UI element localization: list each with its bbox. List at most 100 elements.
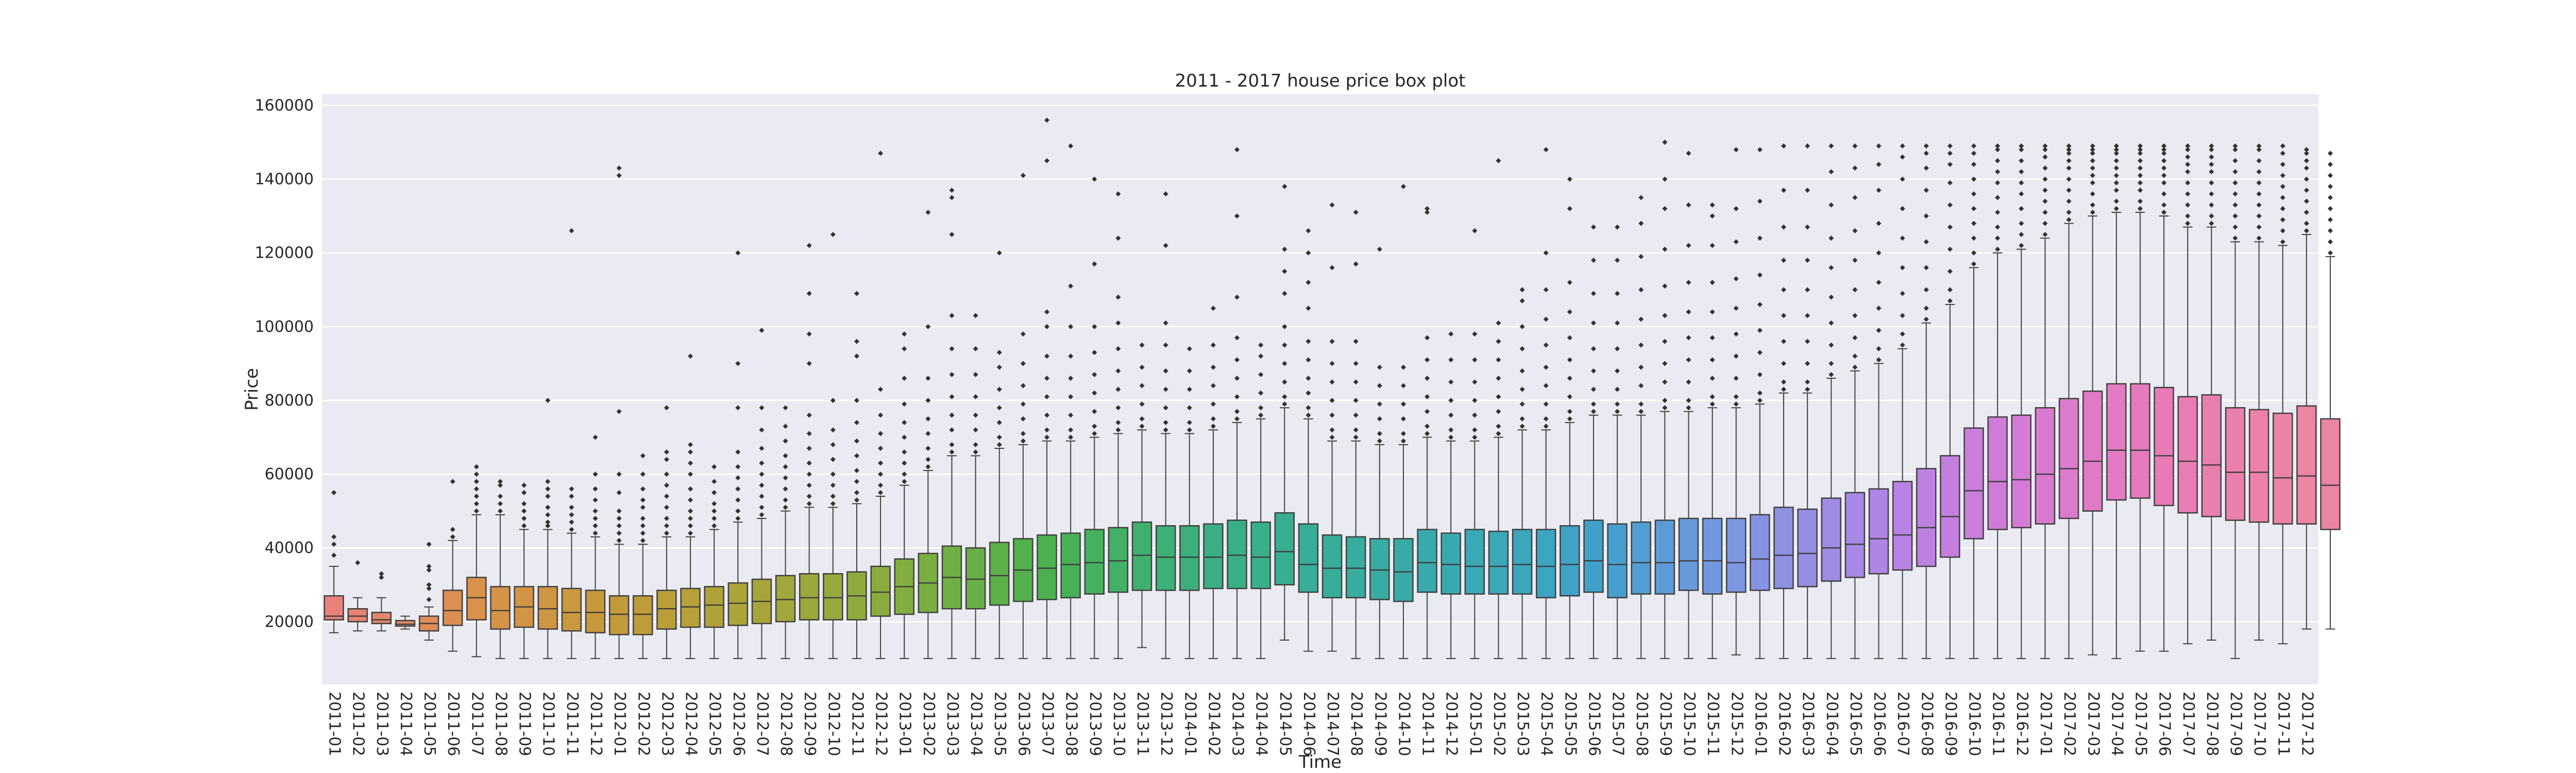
outlier-point: [1900, 331, 1905, 337]
outlier-point: [1400, 416, 1406, 422]
outlier-point: [2280, 228, 2285, 233]
outlier-point: [1282, 246, 1287, 252]
outlier-point: [1472, 228, 1478, 233]
outlier-point: [1971, 250, 1977, 256]
outlier-point: [1425, 335, 1430, 341]
outlier-point: [569, 505, 574, 510]
box-body: [2106, 383, 2127, 501]
outlier-point: [1496, 409, 1501, 414]
outlier-point: [2161, 150, 2167, 156]
outlier-point: [1662, 379, 1668, 385]
outlier-point: [1947, 150, 1953, 156]
box-body: [1844, 492, 1866, 578]
outlier-point: [1757, 397, 1762, 403]
outlier-point: [1615, 409, 1620, 414]
outlier-point: [426, 585, 432, 591]
chart-title: 2011 - 2017 house price box plot: [1175, 71, 1466, 91]
outlier-point: [2113, 173, 2119, 178]
outlier-point: [426, 542, 432, 547]
outlier-point: [878, 482, 884, 488]
outlier-point: [1638, 364, 1644, 370]
outlier-point: [1543, 416, 1549, 422]
outlier-point: [1377, 401, 1382, 407]
box-body: [1726, 517, 1747, 593]
outlier-point: [1781, 339, 1787, 344]
outlier-point: [806, 412, 812, 418]
outlier-point: [1115, 346, 1121, 351]
box-2015-05: [1560, 176, 1580, 659]
outlier-point: [902, 331, 907, 337]
outlier-point: [1638, 195, 1644, 200]
outlier-point: [1947, 246, 1953, 252]
x-tick-label: 2017-07: [2179, 692, 2197, 756]
box-body: [1060, 532, 1081, 599]
box-body: [1750, 514, 1770, 591]
x-tick-label: 2015-07: [1609, 692, 1627, 756]
outlier-point: [2090, 202, 2095, 208]
outlier-point: [1163, 342, 1168, 348]
outlier-point: [1448, 427, 1454, 433]
outlier-point: [1709, 357, 1715, 363]
outlier-point: [1282, 394, 1287, 399]
x-tick-label: 2012-03: [658, 692, 676, 756]
outlier-point: [545, 494, 551, 499]
outlier-point: [1448, 412, 1454, 418]
outlier-point: [759, 427, 765, 433]
outlier-point: [1733, 239, 1739, 245]
outlier-point: [1852, 335, 1858, 341]
box-body: [1892, 481, 1913, 571]
outlier-point: [830, 494, 836, 499]
outlier-point: [1828, 361, 1834, 366]
outlier-point: [2042, 154, 2048, 160]
outlier-point: [1971, 176, 1977, 182]
box-2014-11: [1417, 206, 1437, 659]
outlier-point: [1496, 394, 1501, 399]
box-body: [466, 577, 487, 621]
outlier-point: [878, 446, 884, 451]
box-body: [347, 608, 368, 623]
outlier-point: [1210, 306, 1216, 311]
outlier-point: [735, 475, 741, 481]
outlier-point: [1020, 173, 1026, 178]
outlier-point: [1757, 328, 1762, 333]
box-2013-11: [1131, 342, 1153, 648]
outlier-point: [1876, 250, 1882, 256]
outlier-point: [1329, 434, 1335, 440]
x-tick-label: 2017-11: [2274, 692, 2292, 756]
outlier-point: [2256, 224, 2262, 230]
outlier-point: [1329, 265, 1335, 271]
outlier-point: [1044, 324, 1049, 329]
outlier-point: [2328, 150, 2333, 156]
outlier-point: [569, 486, 574, 492]
outlier-point: [1234, 394, 1240, 399]
box-2016-10: [1963, 143, 1984, 659]
box-2017-12: [2296, 147, 2317, 630]
box-2014-09: [1369, 246, 1390, 659]
box-2013-07: [1037, 117, 1057, 659]
outlier-point: [1329, 202, 1335, 208]
outlier-point: [2042, 165, 2048, 171]
outlier-point: [2303, 221, 2309, 226]
box-body: [1868, 488, 1889, 575]
box-2017-01: [2035, 143, 2056, 659]
outlier-point: [2280, 206, 2285, 211]
outlier-point: [2256, 202, 2262, 208]
outlier-point: [1733, 276, 1739, 281]
outlier-point: [925, 324, 931, 329]
outlier-point: [878, 460, 884, 466]
outlier-point: [735, 361, 741, 366]
y-axis-ticks: 20000 40000 60000 80000 100000 120000 140000 16…: [255, 96, 314, 631]
outlier-point: [1496, 357, 1501, 363]
grid-lines: [322, 105, 2318, 623]
outlier-point: [2042, 221, 2048, 226]
outlier-point: [2209, 147, 2214, 153]
outlier-point: [1234, 416, 1240, 422]
outlier-point: [1044, 354, 1049, 359]
outlier-point: [1092, 372, 1097, 377]
outlier-point: [735, 449, 741, 455]
outlier-point: [331, 534, 337, 540]
box-2014-06: [1298, 228, 1319, 652]
outlier-point: [1757, 272, 1762, 278]
outlier-point: [569, 228, 574, 233]
outlier-point: [1543, 287, 1549, 293]
